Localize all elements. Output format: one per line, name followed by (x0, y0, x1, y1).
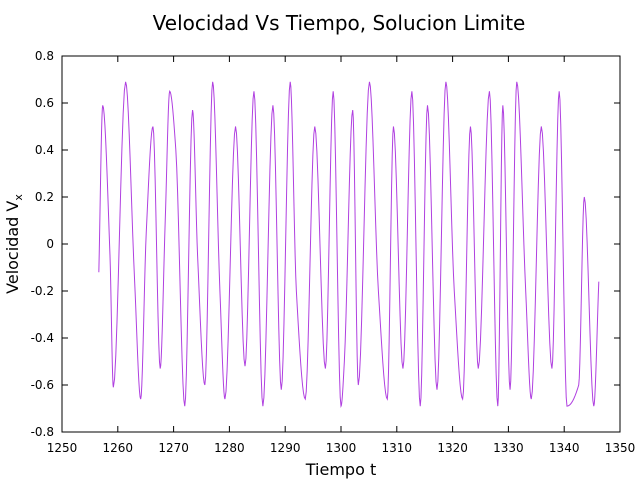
y-tick-label: -0.8 (31, 425, 54, 439)
x-tick-label: 1280 (214, 441, 245, 455)
x-tick-label: 1290 (270, 441, 301, 455)
x-tick-label: 1260 (103, 441, 134, 455)
x-axis-label: Tiempo t (305, 460, 376, 479)
x-tick-label: 1300 (326, 441, 357, 455)
x-tick-label: 1320 (437, 441, 468, 455)
series-group (98, 81, 600, 409)
y-axis-label-subscript: x (12, 194, 25, 201)
y-tick-label: 0 (46, 237, 54, 251)
y-tick-label: -0.2 (31, 284, 54, 298)
x-axis-ticks: 1250 1260 1270 1280 1290 1300 1310 1320 1330 1340… (47, 56, 636, 455)
x-tick-label: 1250 (47, 441, 78, 455)
y-axis-label: Velocidad Vx (3, 194, 25, 294)
x-tick-label: 1330 (493, 441, 524, 455)
y-tick-label: 0.8 (35, 49, 54, 63)
y-axis-label-main: Velocidad V (3, 201, 22, 294)
y-tick-label: 0.6 (35, 96, 54, 110)
y-axis-ticks: -0.8 -0.6 -0.4 -0.2 0 0.2 0.4 0.6 0.8 (31, 49, 620, 439)
x-tick-label: 1340 (549, 441, 580, 455)
y-tick-label: 0.2 (35, 190, 54, 204)
y-tick-label: 0.4 (35, 143, 54, 157)
x-tick-label: 1270 (158, 441, 189, 455)
chart-title: Velocidad Vs Tiempo, Solucion Limite (153, 11, 526, 35)
y-tick-label: -0.4 (31, 331, 54, 345)
x-tick-label: 1310 (382, 441, 413, 455)
y-tick-label: -0.6 (31, 378, 54, 392)
velocity-series-line (98, 81, 600, 409)
x-tick-label: 1350 (605, 441, 636, 455)
